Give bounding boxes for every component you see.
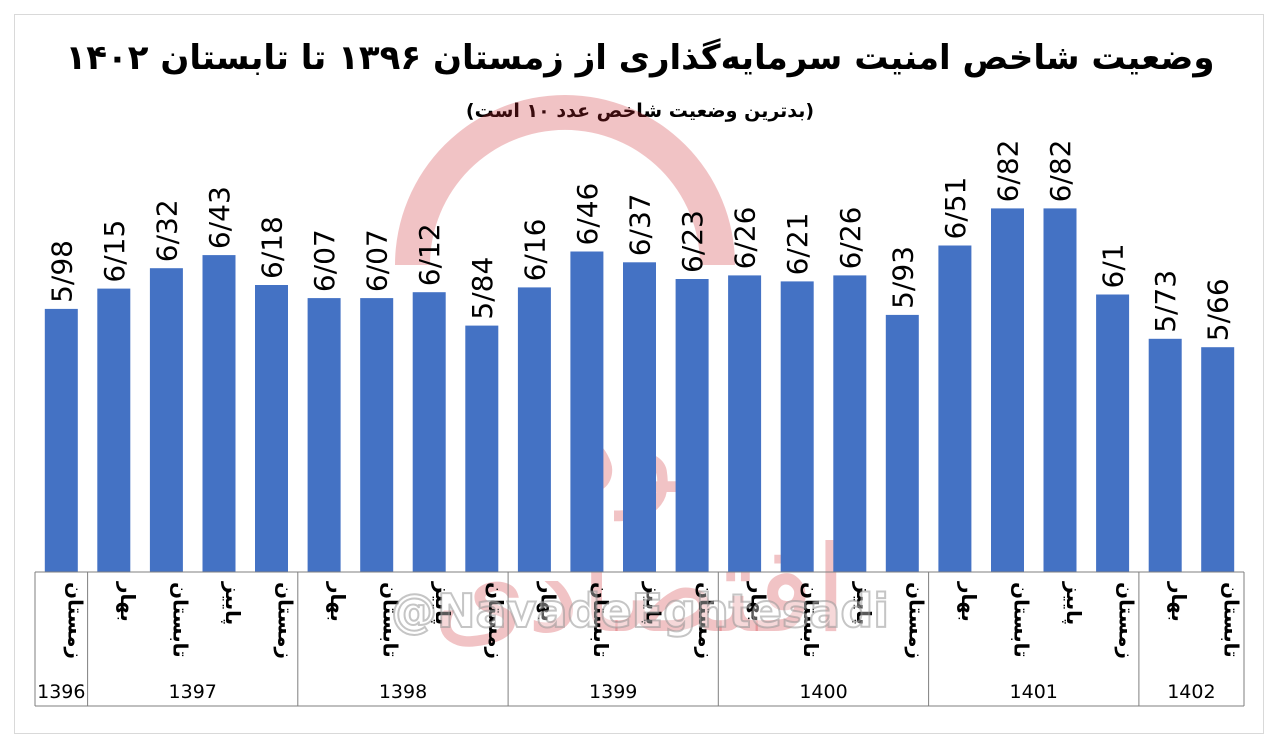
bar-4 [255, 285, 288, 572]
value-label-7: 6/12 [413, 223, 446, 286]
value-label-9: 6/16 [518, 219, 551, 282]
season-label-8: زمستان [484, 582, 508, 659]
season-label-12: زمستان [694, 582, 718, 659]
value-label-17: 6/51 [939, 177, 972, 240]
year-label-6: 1402 [1167, 681, 1215, 703]
value-label-3: 6/43 [203, 186, 236, 249]
logo-watermark-arc [395, 95, 735, 265]
value-label-12: 6/23 [676, 210, 709, 273]
season-label-15: پاییز [851, 581, 876, 625]
bar-21 [1148, 338, 1182, 572]
season-label-2: تابستان [168, 582, 192, 658]
chart-subtitle: (بدترین وضعیت شاخص عدد ۱۰ است) [465, 100, 815, 122]
bar-14 [780, 281, 814, 572]
year-label-4: 1400 [799, 681, 847, 703]
value-label-8: 5/84 [466, 257, 499, 320]
value-label-13: 6/26 [729, 207, 762, 270]
season-label-18: تابستان [1010, 582, 1034, 658]
season-label-17: بهار [957, 581, 981, 622]
value-label-16: 5/93 [886, 246, 919, 309]
bar-17 [938, 245, 972, 572]
value-label-11: 6/37 [624, 193, 657, 256]
value-label-0: 5/98 [45, 240, 78, 303]
bar-9 [517, 287, 551, 572]
value-label-14: 6/21 [781, 213, 814, 276]
season-label-20: زمستان [1115, 582, 1139, 659]
season-label-3: پاییز [220, 581, 245, 625]
season-label-5: بهار [326, 581, 350, 622]
chart-title: وضعیت شاخص امنیت سرمایه‌گذاری از زمستان … [65, 38, 1215, 78]
season-label-21: بهار [1167, 581, 1191, 622]
bar-19 [1043, 208, 1077, 572]
bar-3 [202, 255, 236, 572]
value-label-20: 6/1 [1097, 243, 1130, 288]
value-label-10: 6/46 [571, 183, 604, 246]
value-label-2: 6/32 [150, 199, 183, 262]
bar-10 [570, 251, 604, 572]
bar-12 [675, 279, 709, 572]
year-label-2: 1398 [379, 681, 427, 703]
bar-0 [44, 308, 78, 572]
season-label-1: بهار [116, 581, 140, 622]
season-label-13: بهار [747, 581, 771, 622]
value-label-18: 6/82 [992, 140, 1025, 203]
season-label-9: بهار [536, 581, 560, 622]
value-label-6: 6/07 [361, 229, 394, 292]
season-label-14: تابستان [799, 582, 823, 658]
season-label-22: تابستان [1220, 582, 1244, 658]
bar-13 [728, 275, 762, 572]
bar-11 [623, 262, 656, 572]
bar-18 [991, 208, 1024, 572]
bar-2 [149, 268, 183, 572]
bar-6 [360, 298, 394, 572]
value-label-4: 6/18 [256, 216, 289, 279]
value-label-19: 6/82 [1044, 140, 1077, 203]
year-label-5: 1401 [1010, 681, 1058, 703]
season-label-10: تابستان [589, 582, 613, 658]
value-label-1: 6/15 [98, 220, 131, 283]
bar-1 [97, 288, 131, 572]
season-label-0: زمستان [63, 582, 87, 659]
bar-8 [465, 325, 499, 572]
year-label-3: 1399 [589, 681, 637, 703]
bar-15 [833, 275, 867, 572]
season-label-19: پاییز [1061, 581, 1086, 625]
value-label-21: 5/73 [1149, 270, 1182, 333]
season-label-11: پاییز [641, 581, 666, 625]
bar-20 [1096, 294, 1130, 572]
year-label-1: 1397 [169, 681, 217, 703]
bar-16 [885, 314, 919, 572]
season-label-16: زمستان [904, 582, 928, 659]
season-label-4: زمستان [274, 582, 298, 659]
year-label-0: 1396 [37, 681, 85, 703]
bar-7 [412, 292, 446, 572]
value-label-15: 6/26 [834, 207, 867, 270]
bar-22 [1201, 347, 1235, 572]
bar-5 [307, 298, 341, 572]
season-label-6: تابستان [379, 582, 403, 658]
chart-frame [14, 14, 1264, 734]
value-label-22: 5/66 [1202, 278, 1235, 341]
season-label-7: پاییز [430, 581, 455, 625]
value-label-5: 6/07 [308, 229, 341, 292]
handle-watermark: @NavadeEghtesadi [390, 583, 890, 639]
